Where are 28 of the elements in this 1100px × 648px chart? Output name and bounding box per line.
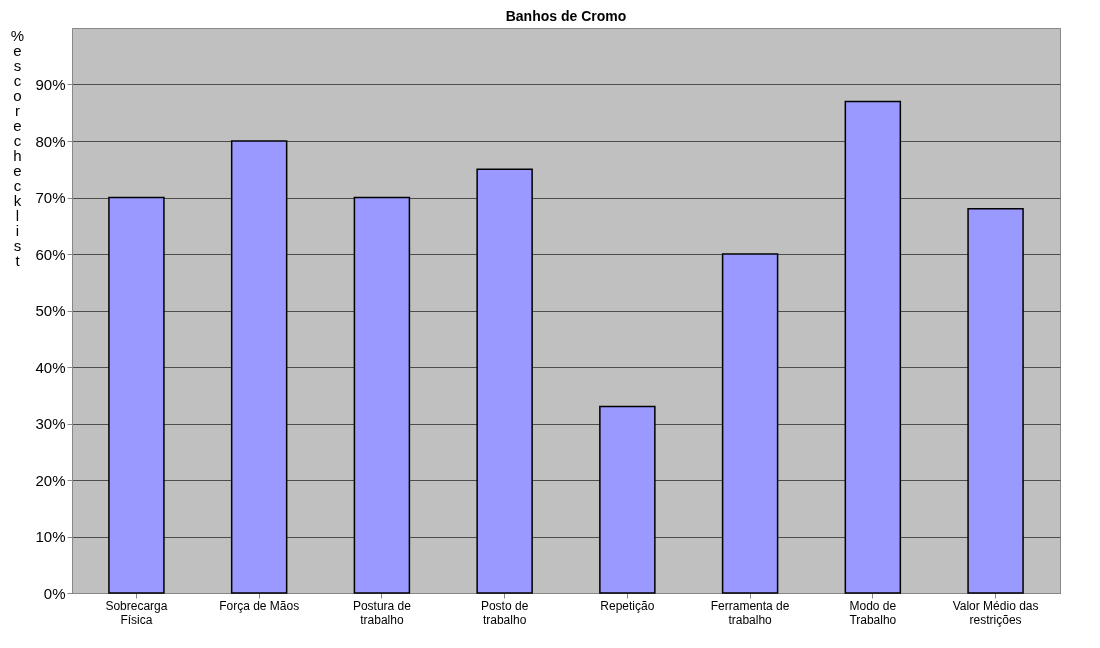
y-tick-label: 80% [35, 132, 66, 150]
y-tick-label: 20% [35, 471, 66, 489]
bar [353, 196, 411, 594]
chart-title: Banhos de Cromo [505, 8, 627, 24]
y-tick-label: 50% [35, 302, 66, 319]
x-tick-label: Modo de Trabalho [849, 598, 897, 627]
y-tick-label: 10% [35, 528, 66, 545]
bar [967, 208, 1024, 594]
x-tick-label: Repetição [600, 598, 655, 613]
bar [476, 168, 533, 594]
x-tick-label: Sobrecarga Física [105, 598, 168, 627]
x-tick-label: Valor Médio das restrições [952, 598, 1039, 627]
bar [230, 140, 288, 594]
y-tick-label: 70% [35, 189, 66, 206]
x-tick-label: Posto de trabalho [480, 598, 529, 627]
x-tick-label: Ferramenta de trabalho [710, 598, 790, 627]
bar [844, 100, 902, 594]
y-tick-label: 60% [35, 245, 66, 263]
bar [108, 196, 165, 594]
y-tick-label: 0% [43, 584, 66, 602]
y-tick-label: 90% [35, 76, 66, 93]
bar [721, 253, 779, 594]
x-tick-label: Postura de trabalho [352, 598, 412, 627]
text: % escore checklist [10, 26, 25, 269]
bar [599, 405, 656, 594]
y-tick-label: 40% [35, 358, 66, 376]
x-tick-label: Força de Mãos [219, 598, 300, 613]
y-tick-label: 30% [35, 415, 66, 432]
